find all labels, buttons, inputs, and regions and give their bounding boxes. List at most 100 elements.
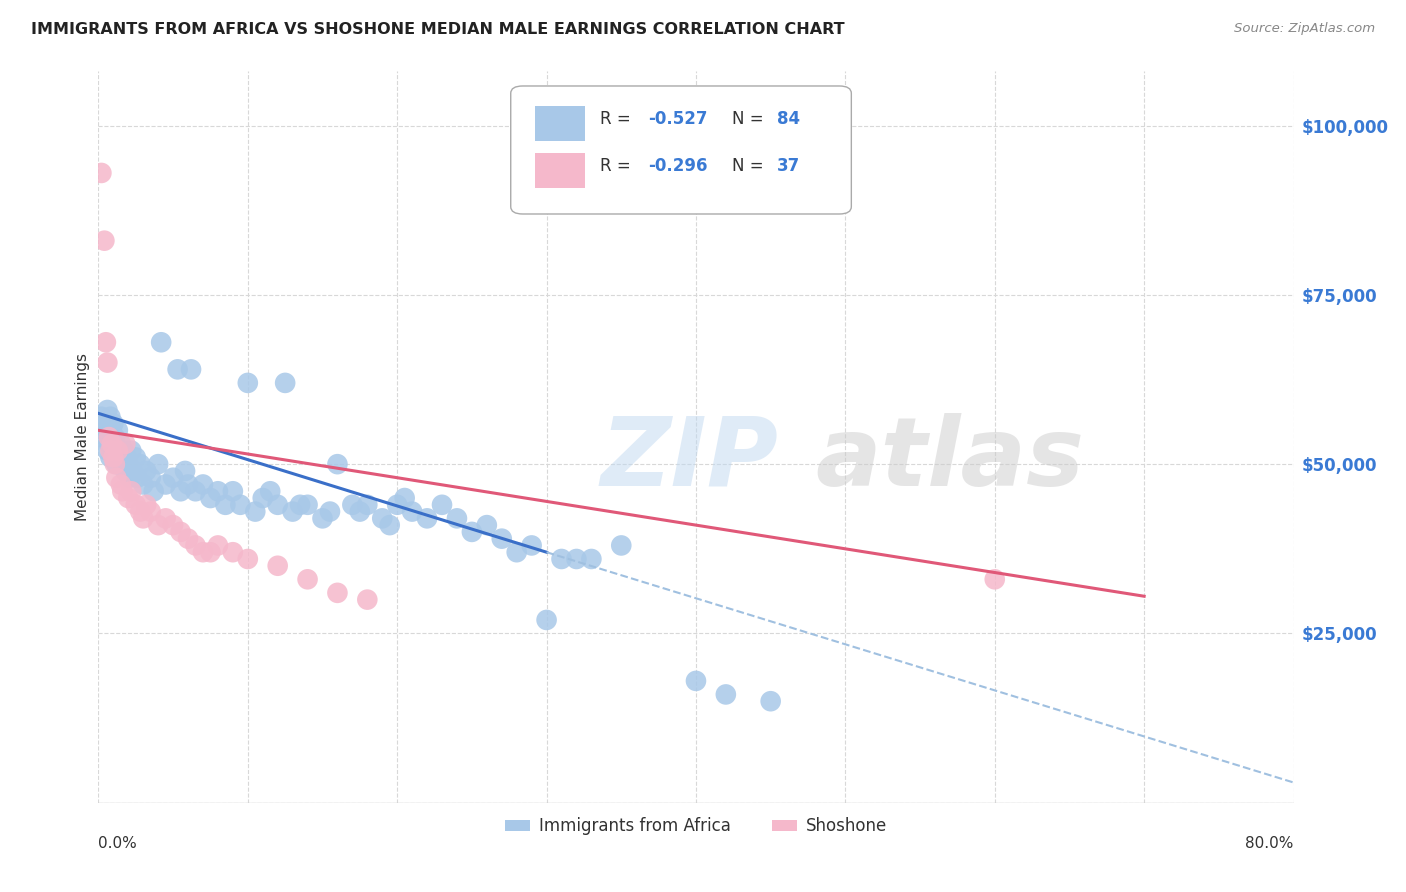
- Point: [401, 505, 423, 519]
- Point: [245, 505, 267, 519]
- Point: [342, 498, 364, 512]
- Point: [97, 437, 120, 451]
- Point: [132, 511, 155, 525]
- Point: [378, 518, 401, 533]
- Point: [162, 518, 184, 533]
- Point: [90, 409, 112, 424]
- Point: [581, 552, 603, 566]
- Text: N =: N =: [733, 158, 769, 176]
- FancyBboxPatch shape: [534, 106, 585, 141]
- Legend: Immigrants from Africa, Shoshone: Immigrants from Africa, Shoshone: [499, 811, 893, 842]
- Point: [110, 477, 132, 491]
- Point: [550, 552, 572, 566]
- Point: [685, 673, 707, 688]
- Point: [166, 362, 188, 376]
- Point: [984, 572, 1007, 586]
- Point: [297, 572, 319, 586]
- Point: [103, 417, 125, 431]
- Point: [506, 545, 529, 559]
- Point: [117, 491, 139, 505]
- Point: [94, 417, 117, 431]
- Point: [162, 471, 184, 485]
- Point: [446, 511, 468, 525]
- Point: [311, 511, 333, 525]
- Point: [111, 484, 134, 499]
- Point: [267, 498, 290, 512]
- Point: [200, 491, 222, 505]
- Point: [430, 498, 453, 512]
- Point: [222, 484, 245, 499]
- Point: [394, 491, 416, 505]
- Point: [120, 484, 142, 499]
- Point: [96, 443, 118, 458]
- Point: [90, 166, 112, 180]
- Point: [93, 423, 115, 437]
- Point: [139, 471, 162, 485]
- Point: [714, 688, 737, 702]
- Point: [98, 409, 122, 424]
- Point: [475, 518, 498, 533]
- Text: 37: 37: [778, 158, 800, 176]
- Point: [118, 471, 141, 485]
- Point: [125, 498, 148, 512]
- Point: [103, 437, 125, 451]
- Text: R =: R =: [600, 110, 637, 128]
- Point: [97, 430, 120, 444]
- Point: [115, 450, 138, 465]
- Text: -0.527: -0.527: [648, 110, 707, 128]
- Point: [520, 538, 543, 552]
- Point: [356, 498, 378, 512]
- Point: [222, 545, 245, 559]
- Text: atlas: atlas: [815, 412, 1084, 506]
- Point: [104, 430, 127, 444]
- Point: [200, 545, 222, 559]
- Point: [98, 443, 122, 458]
- Point: [169, 484, 191, 499]
- Point: [148, 457, 170, 471]
- Point: [129, 505, 152, 519]
- Y-axis label: Median Male Earnings: Median Male Earnings: [75, 353, 90, 521]
- Point: [236, 376, 259, 390]
- Point: [416, 511, 439, 525]
- Point: [288, 498, 311, 512]
- Point: [112, 443, 135, 458]
- Point: [191, 545, 214, 559]
- Text: N =: N =: [733, 110, 769, 128]
- Point: [349, 505, 371, 519]
- Point: [132, 477, 155, 491]
- Point: [169, 524, 191, 539]
- Point: [267, 558, 290, 573]
- Point: [491, 532, 513, 546]
- Point: [142, 484, 165, 499]
- Point: [155, 511, 177, 525]
- Point: [177, 477, 200, 491]
- Point: [120, 443, 142, 458]
- Point: [96, 355, 118, 369]
- Text: 0.0%: 0.0%: [98, 836, 138, 851]
- Point: [135, 498, 157, 512]
- Point: [117, 457, 139, 471]
- Point: [148, 518, 170, 533]
- Text: 80.0%: 80.0%: [1246, 836, 1294, 851]
- Point: [110, 437, 132, 451]
- Point: [371, 511, 394, 525]
- Point: [184, 538, 207, 552]
- Point: [759, 694, 782, 708]
- Point: [91, 430, 114, 444]
- Point: [207, 538, 229, 552]
- Point: [111, 457, 134, 471]
- FancyBboxPatch shape: [510, 86, 852, 214]
- Point: [139, 505, 162, 519]
- Point: [461, 524, 484, 539]
- Point: [103, 450, 125, 465]
- Point: [236, 552, 259, 566]
- Point: [94, 335, 117, 350]
- Text: Source: ZipAtlas.com: Source: ZipAtlas.com: [1234, 22, 1375, 36]
- Point: [129, 457, 152, 471]
- Point: [207, 484, 229, 499]
- Point: [105, 471, 128, 485]
- Text: R =: R =: [600, 158, 637, 176]
- Point: [101, 423, 124, 437]
- Point: [125, 450, 148, 465]
- Point: [326, 586, 349, 600]
